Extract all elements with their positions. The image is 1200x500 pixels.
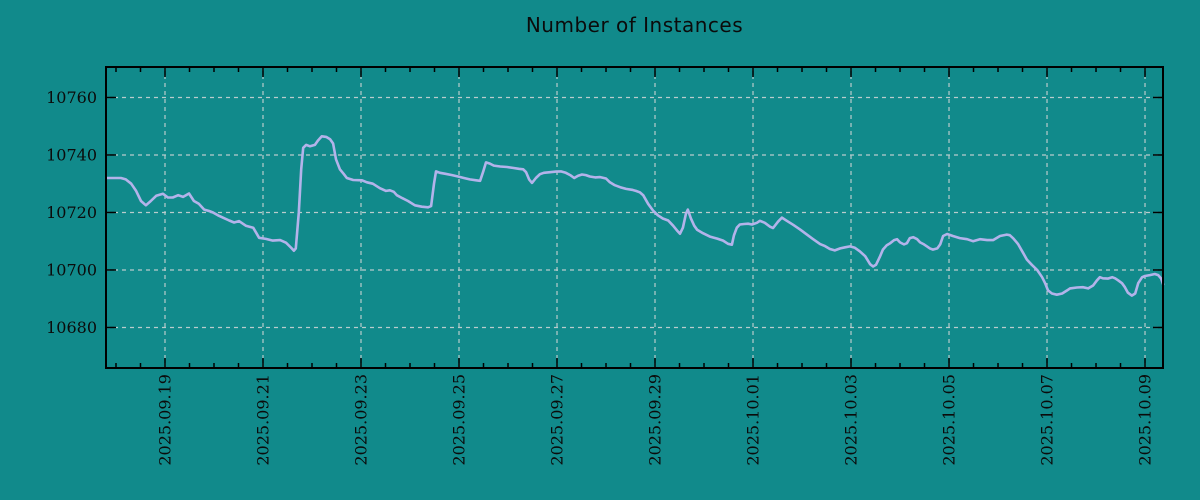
x-tick-label: 2025.09.27 <box>548 374 567 466</box>
x-tick-label: 2025.09.19 <box>155 374 174 466</box>
x-tick-label: 2025.10.07 <box>1038 374 1057 466</box>
y-tick-label: 10720 <box>46 203 97 222</box>
x-tick-label: 2025.10.09 <box>1136 374 1155 466</box>
x-tick-label: 2025.09.29 <box>646 374 665 466</box>
x-tick-label: 2025.10.03 <box>842 374 861 466</box>
data-line-instances <box>104 135 1165 297</box>
x-tick-label: 2025.09.23 <box>352 374 371 466</box>
x-tick-label: 2025.10.05 <box>940 374 959 466</box>
x-tick-label: 2025.09.25 <box>450 374 469 466</box>
y-tick-label: 10760 <box>46 88 97 107</box>
y-tick-label: 10700 <box>46 260 97 279</box>
y-tick-label: 10740 <box>46 145 97 164</box>
chart-title: Number of Instances <box>525 13 744 37</box>
plot-border <box>105 66 1164 369</box>
y-tick-label: 10680 <box>46 318 97 337</box>
x-tick-label: 2025.10.01 <box>744 374 763 466</box>
x-tick-label: 2025.09.21 <box>253 374 272 466</box>
